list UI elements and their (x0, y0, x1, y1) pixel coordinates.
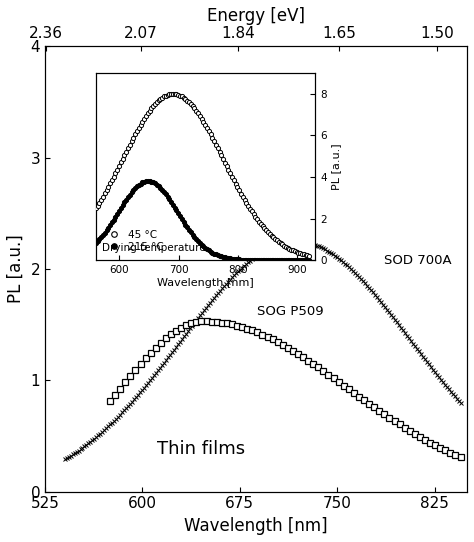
Y-axis label: PL [a.u.]: PL [a.u.] (7, 235, 25, 304)
Y-axis label: PL [a.u.]: PL [a.u.] (331, 143, 341, 190)
X-axis label: Wavelength [nm]: Wavelength [nm] (184, 517, 328, 535)
X-axis label: Energy [eV]: Energy [eV] (207, 7, 305, 25)
Text: Thin films: Thin films (157, 440, 245, 459)
Text: SOD 700A: SOD 700A (384, 254, 451, 267)
Text: SOG P509: SOG P509 (257, 305, 324, 318)
